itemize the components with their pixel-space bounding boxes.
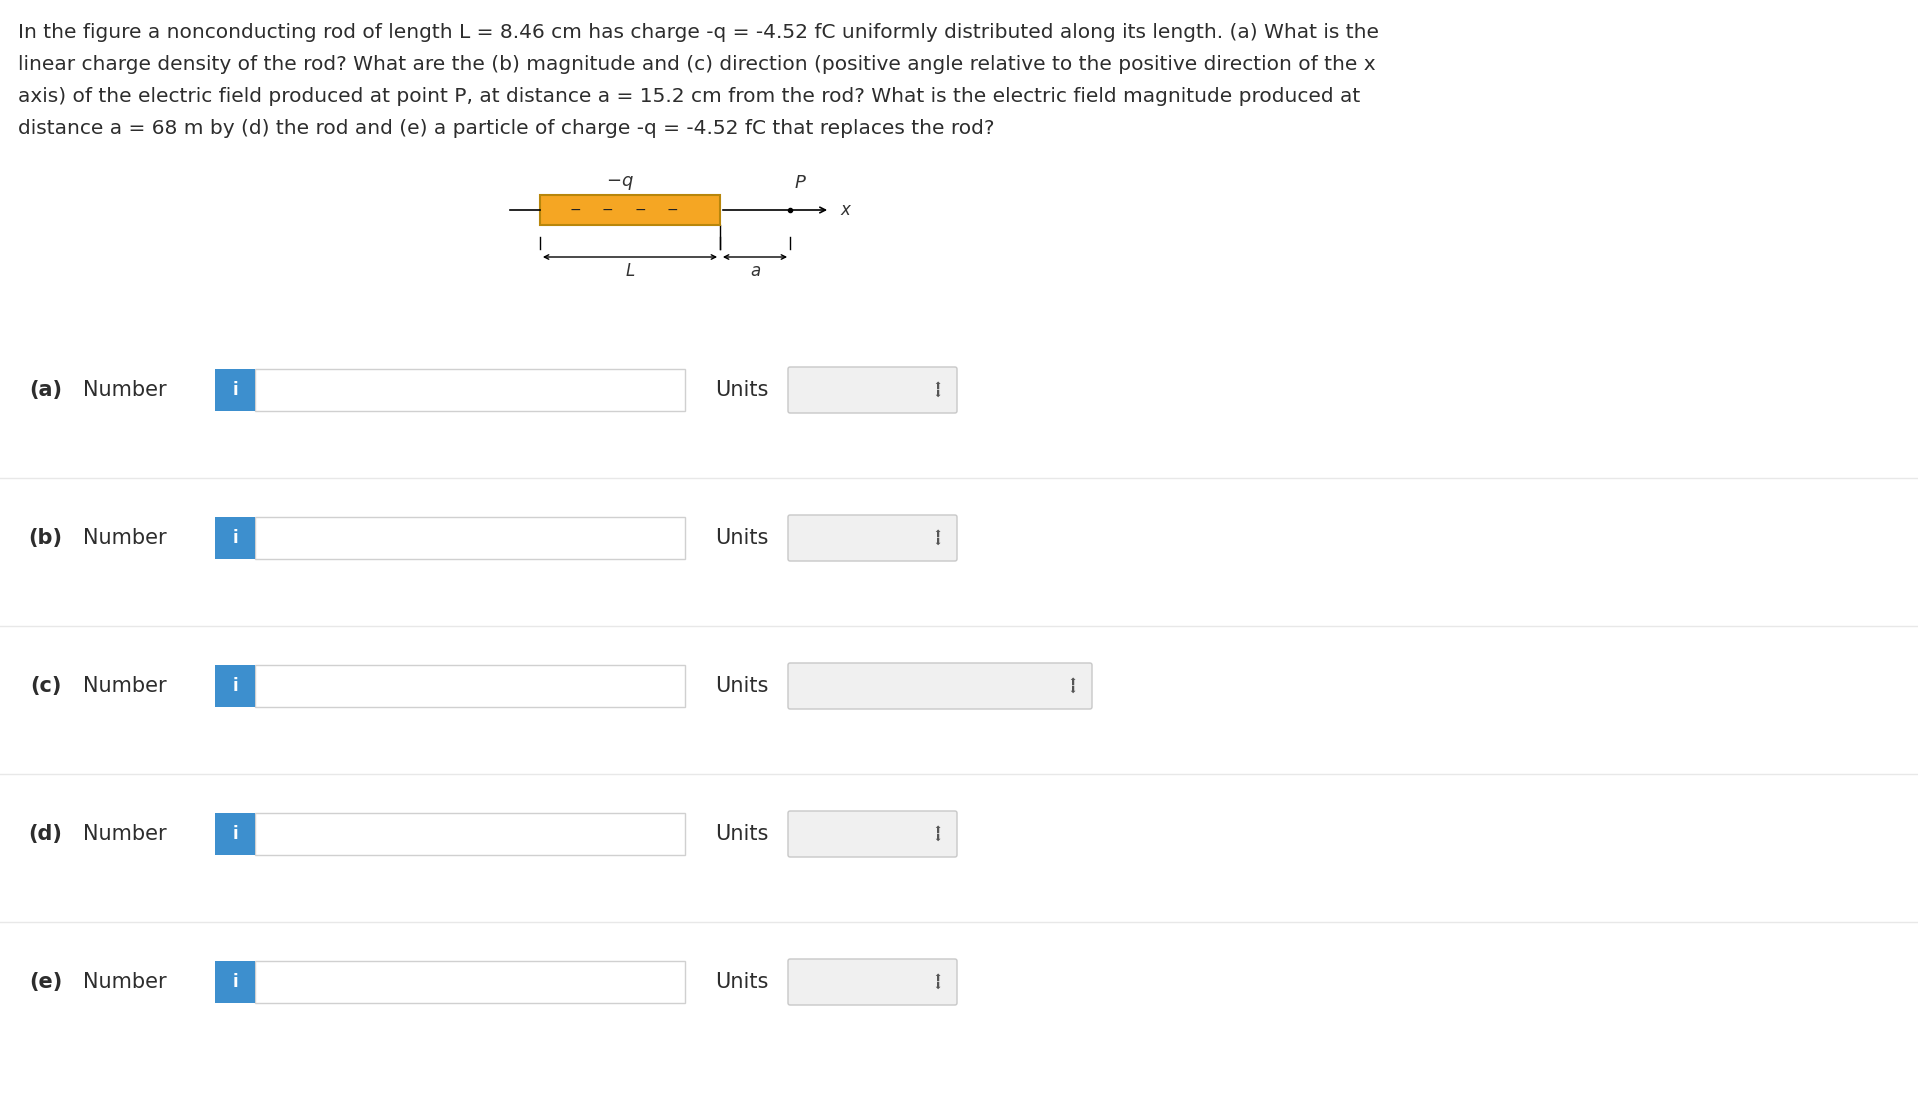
Text: L: L	[625, 262, 635, 280]
Text: ⬆
⬇: ⬆ ⬇	[932, 381, 942, 399]
Text: (c): (c)	[31, 676, 61, 696]
FancyBboxPatch shape	[215, 665, 255, 707]
Text: P: P	[794, 174, 806, 192]
Text: −: −	[600, 203, 614, 217]
Text: (a): (a)	[29, 380, 61, 400]
FancyBboxPatch shape	[788, 515, 957, 561]
Text: Units: Units	[715, 824, 769, 844]
FancyBboxPatch shape	[788, 959, 957, 1005]
Text: Number: Number	[82, 676, 167, 696]
Text: Units: Units	[715, 528, 769, 548]
Bar	[541, 195, 719, 225]
Bar	[255, 369, 685, 411]
Text: i: i	[232, 825, 238, 843]
FancyBboxPatch shape	[788, 811, 957, 857]
Text: Units: Units	[715, 973, 769, 991]
Text: −: −	[635, 203, 646, 217]
Text: Number: Number	[82, 824, 167, 844]
Text: i: i	[232, 529, 238, 547]
FancyBboxPatch shape	[215, 369, 255, 411]
Text: a: a	[750, 262, 760, 280]
FancyBboxPatch shape	[788, 367, 957, 413]
Text: (b): (b)	[29, 528, 63, 548]
Bar	[255, 665, 685, 707]
Text: (e): (e)	[29, 973, 61, 991]
Text: (d): (d)	[29, 824, 63, 844]
Bar	[255, 961, 685, 1003]
Text: Number: Number	[82, 528, 167, 548]
Text: Units: Units	[715, 380, 769, 400]
Text: x: x	[840, 201, 850, 219]
Text: Number: Number	[82, 973, 167, 991]
Bar	[255, 517, 685, 559]
Text: ⬆
⬇: ⬆ ⬇	[932, 529, 942, 547]
Text: distance a = 68 m by (d) the rod and (e) a particle of charge -q = -4.52 fC that: distance a = 68 m by (d) the rod and (e)…	[17, 118, 995, 137]
FancyBboxPatch shape	[215, 517, 255, 559]
Text: −: −	[666, 203, 677, 217]
Text: In the figure a nonconducting rod of length L = 8.46 cm has charge -q = -4.52 fC: In the figure a nonconducting rod of len…	[17, 22, 1379, 41]
FancyBboxPatch shape	[215, 813, 255, 856]
Text: −: −	[570, 203, 581, 217]
FancyBboxPatch shape	[215, 961, 255, 1003]
Text: linear charge density of the rod? What are the (b) magnitude and (c) direction (: linear charge density of the rod? What a…	[17, 55, 1375, 74]
Text: ⬆
⬇: ⬆ ⬇	[1068, 677, 1076, 695]
Text: i: i	[232, 677, 238, 695]
Text: Units: Units	[715, 676, 769, 696]
Text: i: i	[232, 973, 238, 991]
Text: Number: Number	[82, 380, 167, 400]
Text: i: i	[232, 381, 238, 399]
Bar	[255, 813, 685, 856]
FancyBboxPatch shape	[788, 663, 1091, 709]
Text: ⬆
⬇: ⬆ ⬇	[932, 824, 942, 843]
Text: axis) of the electric field produced at point P, at distance a = 15.2 cm from th: axis) of the electric field produced at …	[17, 87, 1360, 106]
Text: $-q$: $-q$	[606, 174, 635, 192]
Text: ⬆
⬇: ⬆ ⬇	[932, 973, 942, 991]
